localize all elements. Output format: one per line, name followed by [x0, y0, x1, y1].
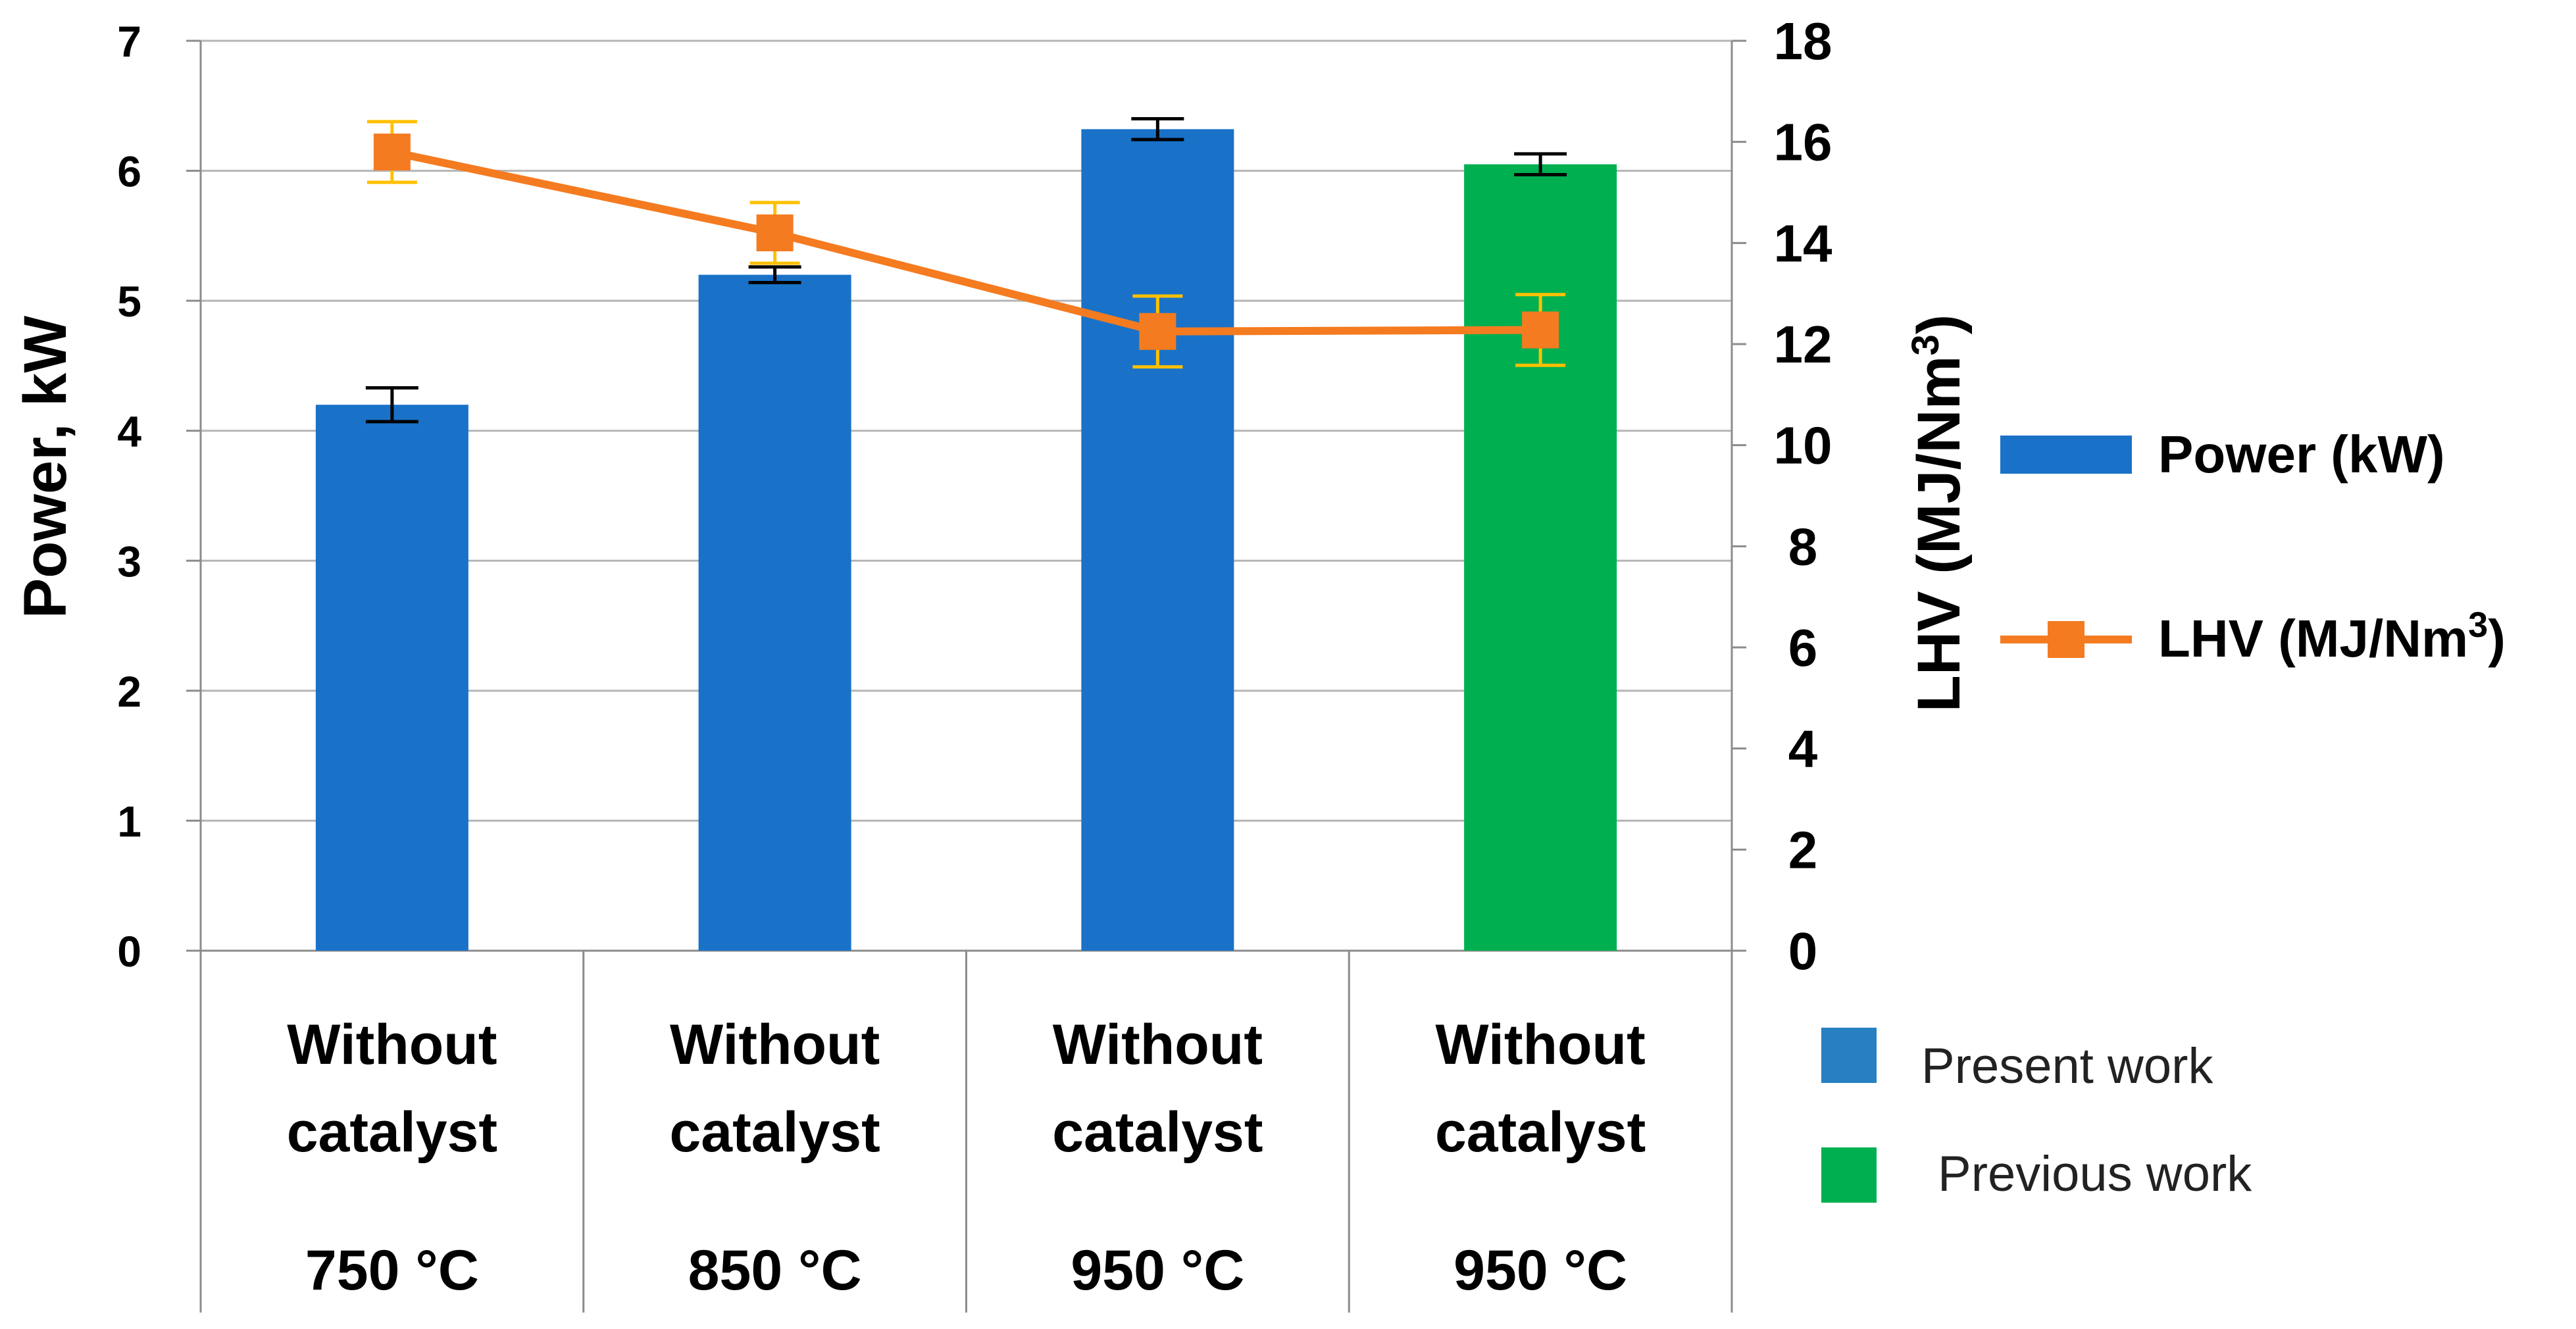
bars — [315, 129, 1617, 951]
category-label-line2: catalyst — [1052, 1101, 1263, 1164]
legend-present-label: Present work — [1921, 1038, 2213, 1094]
y-right-tick-label: 8 — [1788, 517, 1818, 576]
legend-present-swatch — [1821, 1028, 1877, 1083]
power-bar — [315, 405, 468, 951]
lhv-marker — [373, 134, 411, 171]
legend-lhv-label: LHV (MJ/Nm3) — [2158, 605, 2506, 668]
y-left-tick-label: 2 — [117, 667, 141, 716]
y-left-tick-label: 6 — [117, 147, 141, 196]
y-right-tick-label: 2 — [1788, 820, 1818, 879]
legend-power-label: Power (kW) — [2158, 425, 2445, 484]
lhv-marker — [756, 214, 794, 251]
y-right-tick-label: 18 — [1774, 12, 1832, 70]
category-label-line2: catalyst — [1435, 1101, 1646, 1164]
y-right-tick-label: 4 — [1788, 720, 1818, 778]
category-temperature-label: 750 °C — [305, 1239, 479, 1302]
y-left-tick-label: 0 — [117, 927, 141, 976]
category-labels: Without catalyst 750 °C Without catalyst 850 … — [287, 1013, 1646, 1302]
y-left-tick-label: 3 — [117, 537, 141, 586]
y-right-axis-title-sup: 3 — [1904, 334, 1947, 355]
category-temperature-label: 950 °C — [1453, 1239, 1627, 1302]
lhv-line-series — [366, 120, 1566, 369]
y-left-tick-label: 5 — [117, 277, 141, 326]
category-label-line1: Without — [670, 1013, 880, 1076]
legend-previous-swatch — [1821, 1147, 1877, 1203]
category-label-line1: Without — [1053, 1013, 1263, 1076]
lhv-marker — [1522, 311, 1559, 349]
legend-lhv-marker — [2048, 621, 2084, 658]
y-right-tick-label: 12 — [1774, 315, 1832, 374]
category-label-line1: Without — [1436, 1013, 1646, 1076]
power-bar — [1464, 164, 1617, 951]
y-right-tick-label: 0 — [1788, 922, 1818, 980]
y-right-tick-label: 6 — [1788, 618, 1818, 677]
y-left-tick-label: 1 — [117, 797, 141, 845]
legend-power-swatch — [2000, 436, 2132, 474]
legend-lhv-sup: 3 — [2468, 605, 2488, 645]
power-bar — [1081, 129, 1234, 951]
y-left-axis-title: Power, kW — [12, 316, 79, 618]
category-label-line1: Without — [287, 1013, 497, 1076]
y-left-tick-label: 7 — [117, 17, 141, 66]
y-right-tick-label: 14 — [1774, 214, 1832, 272]
lhv-marker — [1139, 313, 1176, 350]
legend-previous-label: Previous work — [1938, 1146, 2252, 1202]
power-bar — [698, 274, 851, 951]
y-right-tick-label: 10 — [1774, 416, 1832, 475]
category-temperature-label: 950 °C — [1071, 1239, 1244, 1302]
y-right-tick-label: 16 — [1774, 113, 1832, 172]
y-right-axis-title: LHV (MJ/Nm3) — [1904, 314, 1973, 713]
category-label-line2: catalyst — [287, 1101, 497, 1164]
y-left-tick-label: 4 — [117, 407, 141, 456]
lhv-line — [391, 148, 1541, 336]
category-temperature-label: 850 °C — [688, 1239, 862, 1302]
legend: Power (kW) LHV (MJ/Nm3) Present work Pre… — [1821, 425, 2506, 1203]
bar-error-bars — [365, 117, 1567, 424]
category-label-line2: catalyst — [669, 1101, 880, 1164]
